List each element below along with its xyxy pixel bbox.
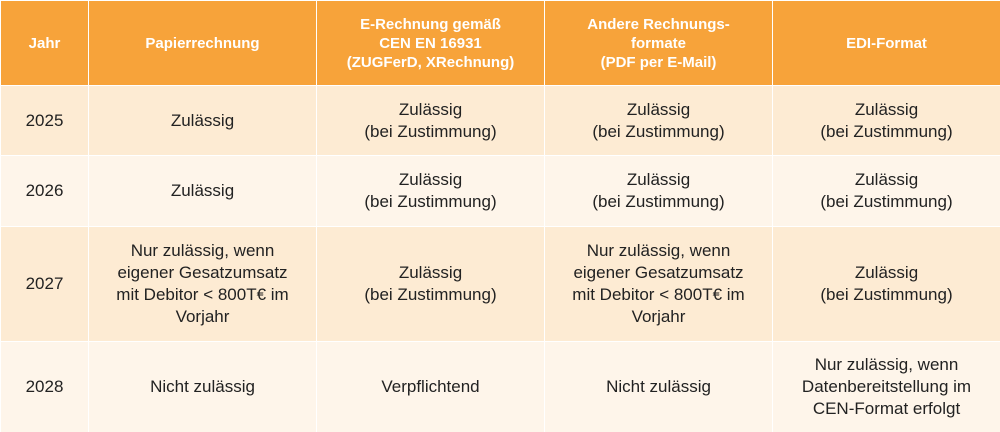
header-e-invoice: E-Rechnung gemäß CEN EN 16931 (ZUGFerD, … <box>316 0 545 86</box>
cell-paper: Nicht zulässig <box>88 341 317 432</box>
cell-other-formats: Nicht zulässig <box>544 341 773 432</box>
cell-year: 2026 <box>0 155 89 227</box>
header-edi-format: EDI-Format <box>772 0 1000 86</box>
cell-year: 2027 <box>0 226 89 342</box>
cell-edi: Zulässig (bei Zustimmung) <box>772 226 1000 342</box>
cell-edi: Zulässig (bei Zustimmung) <box>772 85 1000 156</box>
cell-paper: Nur zulässig, wenn eigener Gesatzumsatz … <box>88 226 317 342</box>
header-other-formats: Andere Rechnungs- formate (PDF per E-Mai… <box>544 0 773 86</box>
cell-e-invoice: Zulässig (bei Zustimmung) <box>316 85 545 156</box>
cell-other-formats: Nur zulässig, wenn eigener Gesatzumsatz … <box>544 226 773 342</box>
cell-other-formats: Zulässig (bei Zustimmung) <box>544 85 773 156</box>
cell-e-invoice: Zulässig (bei Zustimmung) <box>316 155 545 227</box>
cell-year: 2025 <box>0 85 89 156</box>
table-row: 2027 Nur zulässig, wenn eigener Gesatzum… <box>0 226 1000 342</box>
cell-year: 2028 <box>0 341 89 432</box>
cell-edi: Zulässig (bei Zustimmung) <box>772 155 1000 227</box>
cell-e-invoice: Zulässig (bei Zustimmung) <box>316 226 545 342</box>
table-header-row: Jahr Papierrechnung E-Rechnung gemäß CEN… <box>0 0 1000 86</box>
cell-edi: Nur zulässig, wenn Datenbereitstellung i… <box>772 341 1000 432</box>
table-row: 2025 Zulässig Zulässig (bei Zustimmung) … <box>0 85 1000 156</box>
header-paper-invoice: Papierrechnung <box>88 0 317 86</box>
cell-paper: Zulässig <box>88 155 317 227</box>
table-row: 2028 Nicht zulässig Verpflichtend Nicht … <box>0 341 1000 432</box>
header-year: Jahr <box>0 0 89 86</box>
table-row: 2026 Zulässig Zulässig (bei Zustimmung) … <box>0 155 1000 227</box>
cell-e-invoice: Verpflichtend <box>316 341 545 432</box>
cell-other-formats: Zulässig (bei Zustimmung) <box>544 155 773 227</box>
cell-paper: Zulässig <box>88 85 317 156</box>
